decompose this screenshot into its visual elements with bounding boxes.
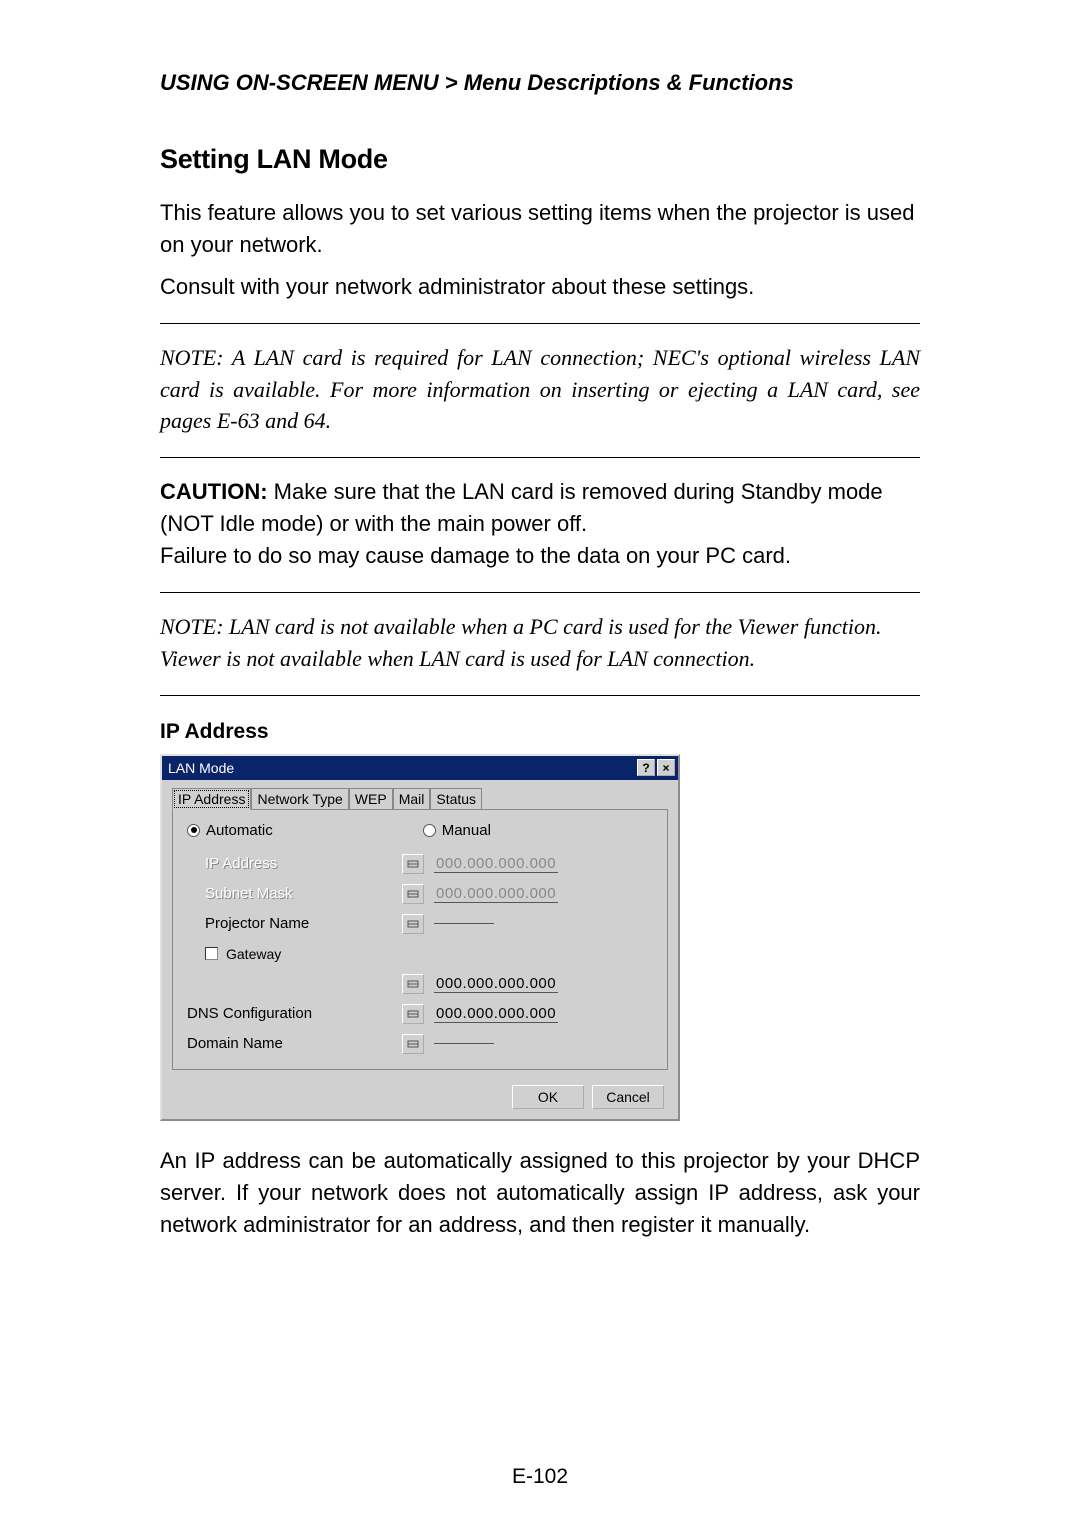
intro-paragraph-2: Consult with your network administrator … bbox=[160, 271, 920, 303]
cancel-button[interactable]: Cancel bbox=[592, 1085, 664, 1109]
intro-paragraph-1: This feature allows you to set various s… bbox=[160, 197, 920, 261]
keyboard-icon bbox=[407, 978, 419, 990]
divider bbox=[160, 323, 920, 324]
row-projector-name: Projector Name bbox=[187, 909, 653, 939]
tabs-row: IP Address Network Type WEP Mail Status bbox=[162, 780, 678, 810]
tab-mail[interactable]: Mail bbox=[393, 788, 431, 810]
projector-name-value bbox=[434, 923, 494, 924]
subnet-mask-value: 000.000.000.000 bbox=[434, 885, 558, 903]
tab-panel-ip-address: Automatic Manual IP Address 000.000.000.… bbox=[172, 809, 668, 1070]
tab-wep[interactable]: WEP bbox=[349, 788, 393, 810]
subnet-edit-button[interactable] bbox=[402, 884, 424, 904]
divider bbox=[160, 695, 920, 696]
dns-edit-button[interactable] bbox=[402, 1004, 424, 1024]
gateway-checkbox[interactable] bbox=[205, 947, 218, 960]
tab-network-type[interactable]: Network Type bbox=[251, 788, 348, 810]
domain-name-label: Domain Name bbox=[187, 1035, 352, 1052]
tab-ip-address[interactable]: IP Address bbox=[172, 788, 251, 810]
ip-mode-radio-group: Automatic Manual bbox=[187, 822, 653, 839]
projector-name-label: Projector Name bbox=[187, 915, 352, 932]
gateway-label: Gateway bbox=[226, 946, 281, 962]
domain-name-value bbox=[434, 1043, 494, 1044]
help-button[interactable]: ? bbox=[637, 759, 655, 776]
keyboard-icon bbox=[407, 1038, 419, 1050]
caution-label: CAUTION: bbox=[160, 479, 268, 504]
keyboard-icon bbox=[407, 918, 419, 930]
ip-address-value: 000.000.000.000 bbox=[434, 855, 558, 873]
radio-automatic[interactable]: Automatic bbox=[187, 822, 273, 839]
ok-button[interactable]: OK bbox=[512, 1085, 584, 1109]
subnet-mask-label: Subnet Mask bbox=[187, 885, 352, 902]
caution-text-2: Failure to do so may cause damage to the… bbox=[160, 540, 920, 572]
note-2: NOTE: LAN card is not available when a P… bbox=[160, 611, 920, 675]
ip-address-edit-button[interactable] bbox=[402, 854, 424, 874]
dns-value: 000.000.000.000 bbox=[434, 1005, 558, 1023]
radio-manual[interactable]: Manual bbox=[423, 822, 491, 839]
projector-name-edit-button[interactable] bbox=[402, 914, 424, 934]
radio-manual-label: Manual bbox=[442, 822, 491, 839]
after-dialog-paragraph: An IP address can be automatically assig… bbox=[160, 1145, 920, 1241]
row-gateway-value: 000.000.000.000 bbox=[187, 969, 653, 999]
lan-mode-dialog-screenshot: LAN Mode ? × IP Address Network Type WEP… bbox=[160, 754, 680, 1121]
gateway-value: 000.000.000.000 bbox=[434, 975, 558, 993]
ip-address-label: IP Address bbox=[187, 855, 352, 872]
row-subnet-mask: Subnet Mask 000.000.000.000 bbox=[187, 879, 653, 909]
tab-status[interactable]: Status bbox=[430, 788, 482, 810]
row-dns: DNS Configuration 000.000.000.000 bbox=[187, 999, 653, 1029]
lan-mode-dialog: LAN Mode ? × IP Address Network Type WEP… bbox=[160, 754, 680, 1121]
radio-dot-automatic-icon bbox=[187, 824, 200, 837]
row-domain-name: Domain Name bbox=[187, 1029, 653, 1059]
ip-address-heading: IP Address bbox=[160, 720, 920, 744]
radio-automatic-label: Automatic bbox=[206, 822, 273, 839]
divider bbox=[160, 592, 920, 593]
keyboard-icon bbox=[407, 858, 419, 870]
domain-name-edit-button[interactable] bbox=[402, 1034, 424, 1054]
caution-text: Make sure that the LAN card is removed d… bbox=[160, 479, 883, 536]
radio-dot-manual-icon bbox=[423, 824, 436, 837]
keyboard-icon bbox=[407, 888, 419, 900]
dialog-title: LAN Mode bbox=[168, 760, 635, 776]
breadcrumb: USING ON-SCREEN MENU > Menu Descriptions… bbox=[160, 70, 920, 96]
divider bbox=[160, 457, 920, 458]
caution-block: CAUTION: Make sure that the LAN card is … bbox=[160, 476, 920, 540]
close-button[interactable]: × bbox=[657, 759, 675, 776]
dns-label: DNS Configuration bbox=[187, 1005, 352, 1022]
section-title: Setting LAN Mode bbox=[160, 144, 920, 175]
dialog-titlebar: LAN Mode ? × bbox=[162, 756, 678, 780]
row-ip-address: IP Address 000.000.000.000 bbox=[187, 849, 653, 879]
note-1: NOTE: A LAN card is required for LAN con… bbox=[160, 342, 920, 438]
gateway-edit-button[interactable] bbox=[402, 974, 424, 994]
keyboard-icon bbox=[407, 1008, 419, 1020]
dialog-button-row: OK Cancel bbox=[162, 1079, 678, 1119]
row-gateway-checkbox: Gateway bbox=[187, 939, 653, 969]
page-number: E-102 bbox=[0, 1465, 1080, 1489]
